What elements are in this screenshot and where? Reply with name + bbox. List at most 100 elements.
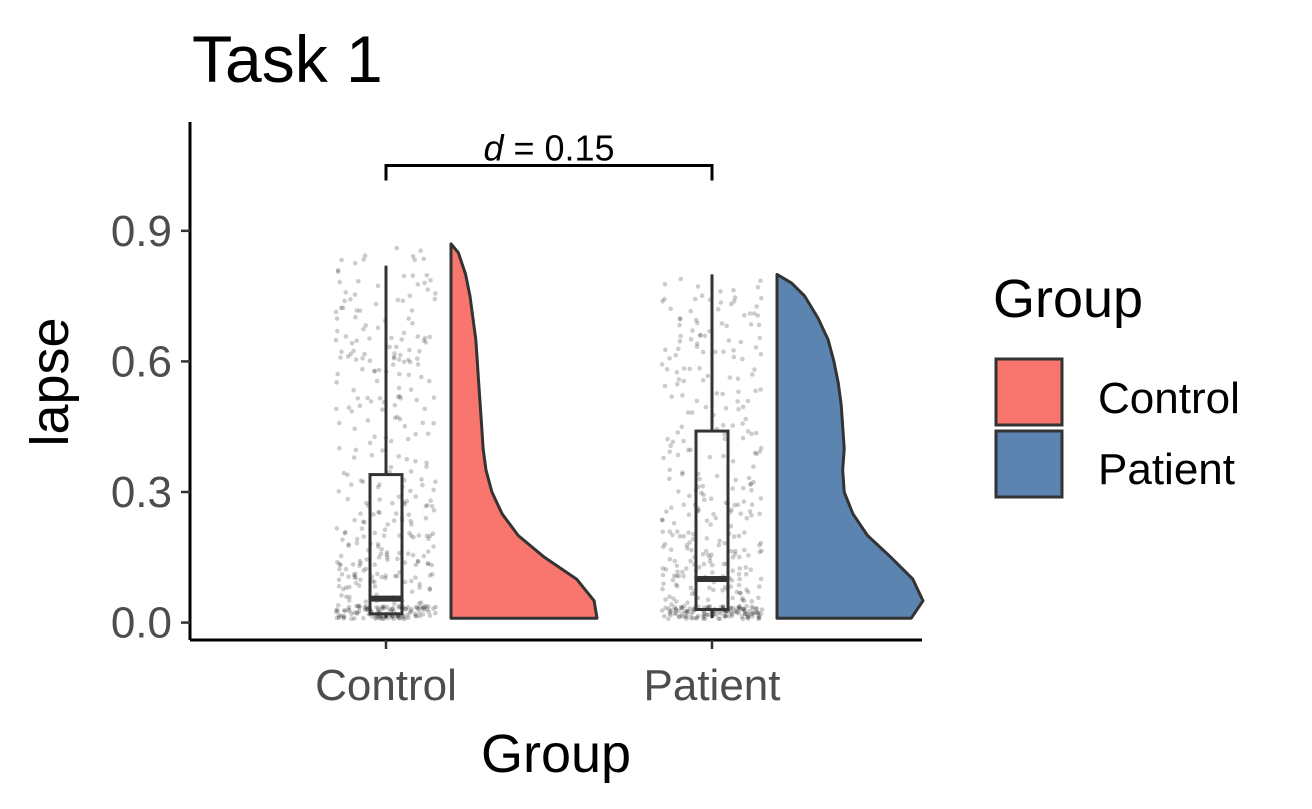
data-point: [333, 337, 339, 343]
data-point: [700, 349, 706, 355]
data-point: [757, 615, 762, 620]
data-point: [351, 455, 357, 460]
data-point: [674, 584, 680, 589]
data-point: [343, 566, 349, 572]
data-point: [334, 607, 339, 612]
data-point: [672, 573, 677, 579]
data-point: [700, 378, 706, 383]
data-point: [353, 447, 359, 453]
data-point: [418, 600, 424, 605]
data-point: [354, 540, 360, 546]
data-point: [391, 518, 397, 523]
data-point: [669, 394, 674, 400]
data-point: [419, 477, 424, 482]
data-point: [680, 569, 685, 575]
data-point: [417, 348, 422, 354]
data-point: [425, 561, 431, 567]
x-axis-label: Group: [481, 724, 631, 784]
data-point: [396, 605, 401, 610]
data-point: [745, 398, 751, 404]
data-point: [689, 591, 695, 596]
data-point: [684, 616, 689, 621]
data-point: [759, 607, 765, 612]
data-point: [717, 616, 723, 622]
legend: Group Control Patient: [993, 269, 1240, 499]
data-point: [745, 615, 750, 620]
data-point: [662, 383, 668, 389]
data-point: [413, 562, 419, 568]
data-point: [425, 503, 430, 508]
data-point: [400, 298, 406, 304]
data-point: [705, 552, 711, 558]
data-point: [380, 407, 385, 413]
data-point: [707, 559, 713, 564]
data-point: [419, 374, 424, 380]
data-point: [741, 485, 746, 491]
data-point: [736, 582, 742, 588]
data-point: [363, 323, 369, 328]
data-point: [694, 616, 699, 621]
data-point: [701, 616, 706, 622]
legend-label-control: Control: [1098, 374, 1240, 423]
data-point: [348, 351, 354, 357]
data-point: [736, 610, 742, 616]
data-point: [756, 595, 761, 601]
data-point: [748, 567, 754, 572]
data-point: [754, 606, 760, 611]
data-point: [357, 603, 362, 609]
data-point: [730, 605, 736, 611]
data-point: [415, 362, 421, 367]
data-point: [365, 395, 370, 401]
data-point: [692, 296, 698, 302]
significance-bracket: d = 0.15: [384, 128, 714, 181]
data-point: [727, 613, 732, 619]
data-point: [755, 610, 760, 616]
data-point: [669, 602, 674, 607]
data-point: [735, 399, 740, 404]
data-point: [730, 423, 736, 428]
data-point: [739, 614, 745, 619]
data-point: [749, 502, 755, 507]
y-axis-label: lapse: [20, 317, 80, 446]
data-point: [694, 341, 700, 347]
data-point: [758, 611, 764, 616]
data-point: [741, 607, 747, 612]
data-point: [387, 607, 392, 612]
data-point: [409, 308, 415, 313]
data-point: [750, 372, 755, 377]
data-point: [683, 609, 688, 614]
data-point: [377, 497, 382, 502]
data-point: [697, 476, 702, 482]
data-point: [423, 515, 429, 521]
legend-key-patient: [994, 429, 1064, 499]
data-point: [754, 451, 759, 457]
data-point: [713, 349, 718, 355]
effect-size-value: = 0.15: [503, 128, 614, 169]
data-point: [394, 573, 400, 579]
data-point: [750, 606, 756, 611]
data-point: [673, 599, 679, 604]
data-point: [681, 378, 686, 384]
data-point: [431, 544, 436, 549]
data-point: [428, 498, 434, 503]
data-point: [681, 574, 686, 579]
data-point: [686, 447, 691, 453]
data-point: [723, 614, 728, 619]
data-point: [420, 605, 426, 610]
data-point: [720, 604, 726, 610]
data-point: [728, 584, 733, 589]
data-point: [747, 608, 752, 614]
data-point: [736, 407, 741, 412]
data-point: [729, 301, 734, 307]
data-point: [385, 522, 391, 527]
data-point: [400, 616, 406, 621]
data-point: [738, 511, 743, 516]
data-point: [731, 348, 736, 353]
data-point: [354, 603, 359, 609]
data-point: [335, 371, 341, 377]
data-point: [372, 434, 377, 440]
data-point: [404, 498, 410, 504]
data-point: [381, 533, 387, 538]
data-point: [375, 544, 381, 549]
data-point: [433, 604, 439, 610]
